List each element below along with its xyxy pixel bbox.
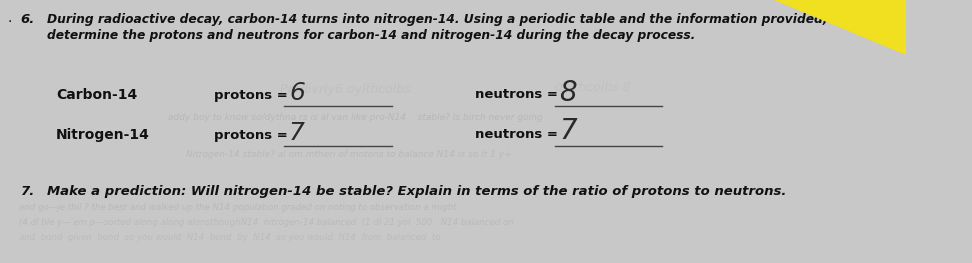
Text: During radioactive decay, carbon-14 turns into nitrogen-14. Using a periodic tab: During radioactive decay, carbon-14 turn… — [47, 13, 827, 26]
Text: determine the protons and neutrons for carbon-14 and nitrogen-14 during the deca: determine the protons and neutrons for c… — [47, 29, 695, 42]
Text: neutrons =: neutrons = — [475, 129, 563, 141]
Text: 8: 8 — [559, 79, 577, 107]
Text: 7: 7 — [289, 121, 305, 145]
Text: neutrons =: neutrons = — [475, 89, 563, 102]
Text: Carbon-14: Carbon-14 — [56, 88, 137, 102]
Text: and go—je thil ? the best and walked up the N14 population graded on noting to o: and go—je thil ? the best and walked up … — [18, 203, 456, 212]
Text: Make a prediction: Will nitrogen-14 be stable? Explain in terms of the ratio of : Make a prediction: Will nitrogen-14 be s… — [47, 185, 786, 198]
Text: 6: 6 — [289, 81, 305, 105]
Text: Nitrogen-14 stable? al om mtheri of motons to balance N14 is so it 1 y+: Nitrogen-14 stable? al om mtheri of moto… — [187, 150, 512, 159]
Text: addy boy to know so/dythna rs is al van like pro-N14    stable? Is birch never g: addy boy to know so/dythna rs is al van … — [168, 113, 542, 122]
Polygon shape — [774, 0, 906, 55]
Text: Nitrogen-14: Nitrogen-14 — [56, 128, 150, 142]
Text: 7: 7 — [559, 117, 577, 145]
Text: oylthcolbs 8: oylthcolbs 8 — [555, 81, 630, 94]
Text: and  bond  given  bond  so you would  N14  bond  by  N14  so you would  N14  fro: and bond given bond so you would N14 bon… — [18, 233, 440, 242]
Text: protons =: protons = — [215, 89, 293, 102]
Text: Prodivrly6 oylthcolbs: Prodivrly6 oylthcolbs — [280, 83, 410, 96]
Text: 7.: 7. — [20, 185, 35, 198]
Text: (4 dl ble y—'em p—sorted along along alonsthoughN14  nitrogen-14 balanced  (1 dl: (4 dl ble y—'em p—sorted along along alo… — [18, 218, 513, 227]
Text: ·: · — [8, 15, 12, 29]
Text: 6.: 6. — [20, 13, 35, 26]
Text: protons =: protons = — [215, 129, 293, 141]
